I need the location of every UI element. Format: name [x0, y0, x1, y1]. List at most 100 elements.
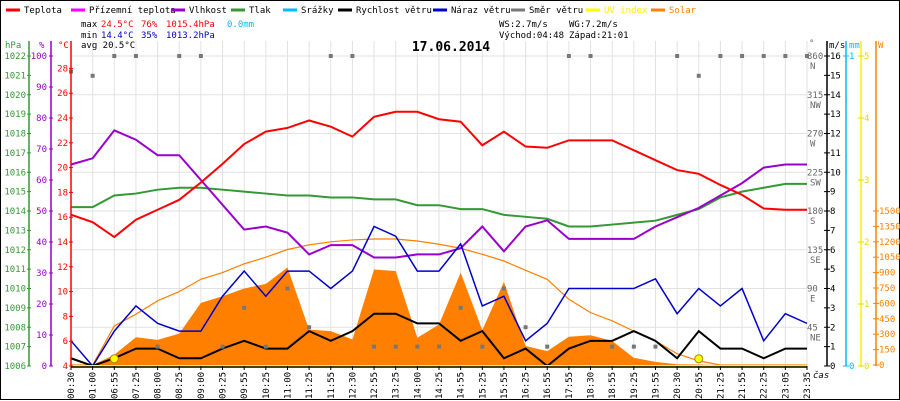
- temperature-tick-label: 6: [63, 337, 68, 347]
- legend-label: Solar: [669, 6, 697, 16]
- temperature-tick-label: 8: [63, 312, 68, 322]
- wind-direction-mark: [437, 345, 441, 349]
- wind-tick-label: 2: [830, 323, 835, 333]
- wind-direction-mark: [394, 345, 398, 349]
- legend-label: Směr větru: [529, 6, 583, 16]
- solar-tick-label: 150: [879, 346, 895, 356]
- min-label: min: [81, 31, 97, 41]
- solar-tick-label: 1500: [879, 207, 900, 217]
- wind-tick-label: 1: [830, 343, 835, 353]
- wind-direction-mark: [415, 345, 419, 349]
- wind-direction-mark: [480, 345, 484, 349]
- humidity-tick-label: 0: [42, 362, 47, 372]
- temperature-unit: °C: [58, 41, 69, 51]
- temperature-tick-label: 4: [63, 362, 68, 372]
- pressure-tick-label: 1016: [4, 168, 26, 178]
- wind-direction-mark: [329, 54, 333, 58]
- humidity-tick-label: 70: [36, 145, 47, 155]
- sunrise: Východ:04:48: [499, 31, 564, 41]
- solar-tick-label: 600: [879, 299, 895, 309]
- wind-direction-mark: [264, 345, 268, 349]
- x-tick-label: 18:55: [608, 372, 618, 399]
- uv-tick-label: 2: [864, 238, 869, 248]
- legend-label: UV index: [604, 6, 648, 16]
- wind-direction-mark: [632, 345, 636, 349]
- pressure-tick-label: 1010: [4, 285, 26, 295]
- x-tick-label: 16:25: [522, 372, 532, 399]
- wind-direction-mark: [762, 54, 766, 58]
- wind-speed-max: WS:2.7m/s: [499, 20, 548, 30]
- wind-direction-mark: [242, 306, 246, 310]
- wind-tick-label: 0: [830, 362, 835, 372]
- uv-tick-label: 1: [864, 300, 869, 310]
- temperature-tick-label: 22: [57, 139, 68, 149]
- solar-unit: W: [878, 41, 884, 51]
- rain-total: 0.0mm: [227, 20, 254, 30]
- rain-unit: mm: [849, 41, 860, 51]
- temperature-tick-label: 16: [57, 213, 68, 223]
- x-axis-label: čas: [813, 370, 829, 381]
- uv-tick-label: 0: [864, 362, 869, 372]
- x-tick-label: 22:25: [760, 372, 770, 399]
- sunset: Západ:21:01: [569, 31, 629, 41]
- direction-tick-label: 135: [807, 246, 823, 256]
- wind-direction-mark: [610, 345, 614, 349]
- wind-tick-label: 15: [830, 71, 841, 81]
- x-tick-label: 00:30: [67, 372, 77, 399]
- humidity-tick-label: 20: [36, 300, 47, 310]
- pressure-tick-label: 1007: [4, 343, 26, 353]
- wind-direction-mark: [112, 54, 116, 58]
- rain-tick-label: 0: [849, 362, 854, 372]
- x-tick-label: 09:25: [219, 372, 229, 399]
- x-tick-label: 10:25: [262, 372, 272, 399]
- temperature-tick-label: 14: [57, 238, 68, 248]
- direction-compass-label: S: [810, 217, 815, 227]
- wind-tick-label: 7: [830, 226, 835, 236]
- wind-tick-label: 3: [830, 304, 835, 314]
- temperature-tick-label: 28: [57, 64, 68, 74]
- x-tick-label: 20:30: [673, 372, 683, 399]
- uv-point: [695, 355, 703, 363]
- direction-tick-label: 90: [807, 285, 818, 295]
- pressure-tick-label: 1011: [4, 265, 26, 275]
- pressure-tick-label: 1013: [4, 226, 26, 236]
- pressure-tick-label: 1012: [4, 246, 26, 256]
- min-humidity: 35%: [141, 31, 158, 41]
- direction-compass-label: SE: [810, 256, 821, 266]
- wind-tick-label: 16: [830, 52, 841, 62]
- wind-direction-mark: [697, 74, 701, 78]
- x-tick-label: 16:55: [543, 372, 553, 399]
- x-tick-label: 13:25: [392, 372, 402, 399]
- wind-direction-mark: [718, 54, 722, 58]
- x-tick-label: 18:30: [587, 372, 597, 399]
- wind-tick-label: 10: [830, 168, 841, 178]
- x-tick-label: 14:25: [435, 372, 445, 399]
- x-tick-label: 21:55: [738, 372, 748, 399]
- solar-tick-label: 1050: [879, 253, 900, 263]
- x-tick-label: 23:35: [803, 372, 813, 399]
- direction-tick-label: 225: [807, 168, 823, 178]
- x-tick-label: 09:55: [240, 372, 250, 399]
- humidity-tick-label: 100: [31, 52, 47, 62]
- max-pressure: 1015.4hPa: [166, 20, 215, 30]
- x-tick-label: 14:00: [413, 372, 423, 399]
- temperature-tick-label: 18: [57, 188, 68, 198]
- wind-direction-mark: [545, 345, 549, 349]
- max-temp: 24.5°C: [101, 20, 134, 30]
- direction-compass-label: NW: [810, 101, 821, 111]
- legend-label: Tlak: [249, 6, 271, 16]
- temperature-tick-label: 20: [57, 164, 68, 174]
- solar-tick-label: 900: [879, 269, 895, 279]
- solar-tick-label: 450: [879, 315, 895, 325]
- direction-tick-label: 180: [807, 207, 823, 217]
- wind-tick-label: 5: [830, 265, 835, 275]
- humidity-tick-label: 30: [36, 269, 47, 279]
- legend-label: Teplota: [24, 6, 62, 16]
- avg-temp: avg 20.5°C: [81, 41, 135, 51]
- x-tick-label: 08:00: [154, 372, 164, 399]
- direction-tick-label: 270: [807, 130, 823, 140]
- pressure-tick-label: 1022: [4, 52, 26, 62]
- humidity-tick-label: 80: [36, 114, 47, 124]
- wind-tick-label: 6: [830, 246, 835, 256]
